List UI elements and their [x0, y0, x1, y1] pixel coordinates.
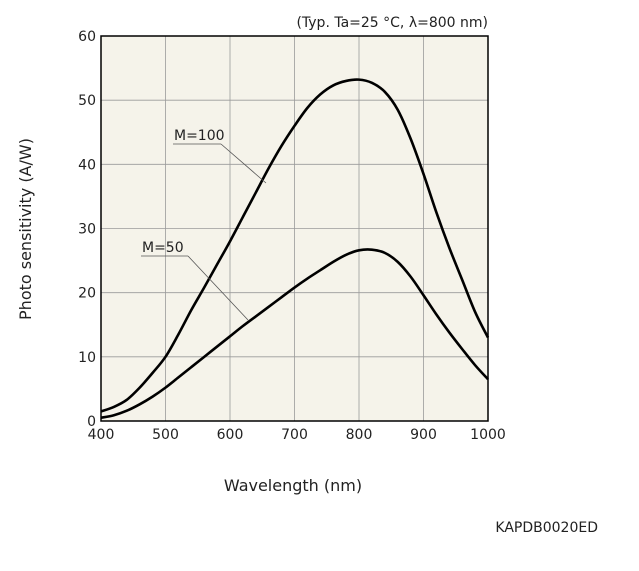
condition-label: (Typ. Ta=25 °C, λ=800 nm) [296, 15, 488, 31]
x-tick-label: 700 [281, 427, 308, 443]
y-tick-label: 0 [87, 414, 96, 430]
plot-frame [100, 35, 489, 422]
series-line-1 [100, 248, 489, 420]
y-tick-label: 60 [78, 29, 96, 45]
series-line-0 [100, 78, 490, 413]
x-tick-label: 400 [88, 427, 115, 443]
series-label-leader-m50-diag [187, 255, 249, 321]
x-tick-label: 1000 [470, 427, 506, 443]
y-tick-label: 10 [78, 350, 96, 366]
x-tick-label: 600 [217, 427, 244, 443]
y-tick-label: 40 [78, 157, 96, 173]
x-tick-label: 800 [346, 427, 373, 443]
tick-labels: 400 500 600 700 800 900 1000 0 10 20 30 40 50 60 [78, 29, 506, 443]
x-tick-label: 500 [152, 427, 179, 443]
series-label-leader-m100-diag [220, 143, 267, 184]
y-tick-label: 30 [78, 222, 96, 238]
x-axis-label: Wavelength (nm) [224, 476, 362, 495]
series-lines [100, 78, 490, 420]
series-label-m50: M=50 [142, 240, 184, 256]
y-tick-label: 50 [78, 93, 96, 109]
y-axis-label: Photo sensitivity (A/W) [16, 138, 35, 320]
x-tick-label: 900 [410, 427, 437, 443]
document-code: KAPDB0020ED [495, 520, 598, 536]
series-label-m100: M=100 [174, 128, 225, 144]
y-tick-label: 20 [78, 286, 96, 302]
